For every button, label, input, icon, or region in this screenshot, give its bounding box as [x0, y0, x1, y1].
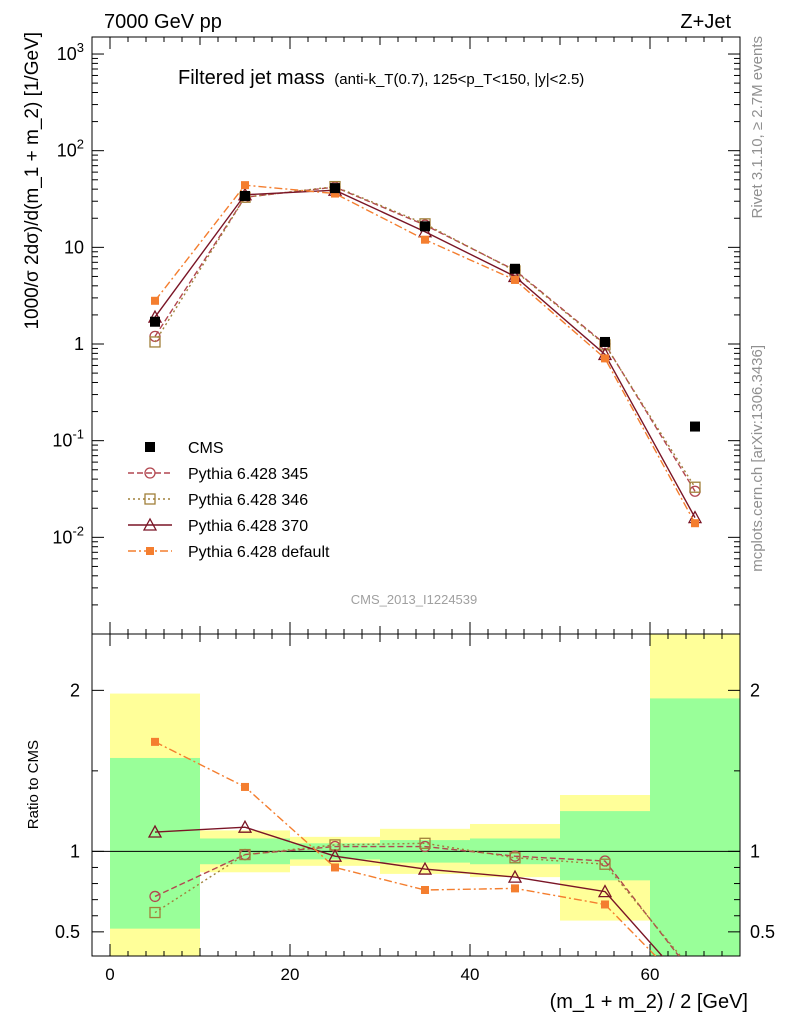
series-point-ratio — [149, 906, 161, 919]
series-point-top — [689, 481, 701, 493]
header-right: Z+Jet — [680, 11, 731, 33]
series-point-top — [149, 336, 161, 348]
series-point-ratio — [151, 737, 159, 746]
chart-title: Filtered jet mass (anti-k_T(0.7), 125<p_… — [178, 67, 584, 89]
y-tick-label-bottom-right: 2 — [750, 680, 760, 700]
series-point-top — [691, 519, 699, 528]
bottom-series-group — [147, 737, 682, 956]
series-point-ratio — [601, 900, 609, 909]
y-tick-label-base: 10 — [52, 431, 72, 451]
ratio-band-inner — [110, 757, 200, 929]
y-tick-label-top: 10-2 — [52, 523, 84, 547]
series-point-ratio — [417, 861, 433, 875]
y-tick-label-bottom-right: 0.5 — [750, 922, 775, 942]
series-point-ratio — [507, 869, 523, 883]
series-point-top — [151, 296, 159, 305]
side-label-mcplots: mcplots.cern.ch [arXiv:1306.3436] — [749, 345, 766, 572]
series-point-ratio — [597, 884, 613, 898]
y-tick-label-bottom-left: 0.5 — [55, 922, 80, 942]
ratio-band-inner — [650, 698, 740, 956]
y-axis-label-bottom: Ratio to CMS — [25, 740, 42, 829]
legend-series-marker — [146, 547, 154, 555]
y-tick-label-top: 10-1 — [52, 427, 84, 451]
series-point-ratio — [239, 848, 251, 861]
x-tick-label: 0 — [105, 965, 114, 984]
ratio-band-inner — [560, 811, 650, 881]
x-tick-label: 20 — [281, 965, 300, 984]
series-line-ratio — [154, 845, 680, 956]
legend-series-label: Pythia 6.428 default — [188, 544, 330, 561]
legend: CMS Pythia 6.428 345 Pythia 6.428 346 Pythi… — [128, 440, 330, 561]
cms-data-point — [240, 190, 250, 201]
legend-cms-label: CMS — [188, 440, 224, 457]
legend-series-marker — [144, 493, 156, 505]
series-point-ratio — [599, 858, 611, 870]
series-point-ratio — [509, 852, 521, 864]
y-tick-label-bottom-right: 1 — [750, 841, 760, 861]
series-point-top — [421, 235, 429, 244]
series-point-top — [601, 354, 609, 363]
y-tick-label-base: 10 — [52, 527, 72, 547]
y-tick-label-bottom-left: 1 — [70, 841, 80, 861]
x-axis-label: (m_1 + m_2) / 2 [GeV] — [550, 991, 748, 1013]
series-point-ratio — [241, 782, 249, 791]
series-point-top — [331, 189, 339, 198]
y-tick-label-base: 10 — [57, 44, 77, 64]
ratio-bands — [92, 634, 740, 956]
legend-series-label: Pythia 6.428 346 — [188, 492, 308, 509]
series-point-ratio — [419, 837, 431, 849]
y-tick-label-top: 103 — [57, 40, 84, 64]
legend-cms-marker — [145, 442, 155, 452]
y-tick-label-base: 10 — [57, 141, 77, 161]
y-tick-label-exponent: -1 — [72, 427, 84, 442]
header-left: 7000 GeV pp — [104, 11, 222, 33]
x-tick-label: 60 — [641, 965, 660, 984]
cms-data-point — [690, 421, 700, 432]
legend-series-label: Pythia 6.428 345 — [188, 466, 308, 483]
y-axis-label-top: 1000/σ 2dσ)/d(m_1 + m_2) [1/GeV] — [22, 32, 43, 330]
legend-series-marker — [142, 517, 158, 531]
series-point-ratio — [147, 824, 163, 838]
series-point-ratio — [511, 884, 519, 893]
cms-data-point — [510, 263, 520, 274]
cms-data-point — [330, 183, 340, 194]
x-tick-label: 40 — [461, 965, 480, 984]
cms-data-point — [420, 221, 430, 232]
y-tick-label-top: 102 — [57, 137, 84, 161]
cms-data-point — [600, 336, 610, 347]
data-series — [147, 180, 703, 956]
analysis-id: CMS_2013_I1224539 — [351, 592, 478, 607]
series-point-ratio — [327, 848, 343, 862]
top-series-group — [147, 180, 703, 528]
series-point-ratio — [331, 863, 339, 872]
y-tick-label-exponent: 3 — [77, 40, 84, 55]
y-tick-label-exponent: -2 — [72, 523, 84, 538]
cms-data-point — [150, 316, 160, 327]
series-point-top — [511, 275, 519, 284]
legend-series-marker — [144, 467, 156, 479]
y-tick-label-top: 10 — [64, 237, 84, 257]
series-line-ratio — [154, 826, 664, 956]
y-tick-label-exponent: 2 — [77, 137, 84, 152]
series-point-top — [241, 181, 249, 190]
series-point-ratio — [421, 885, 429, 894]
chart-title-sub: (anti-k_T(0.7), 125<p_T<150, |y|<2.5) — [334, 71, 584, 88]
series-point-ratio — [237, 819, 253, 833]
series-point-ratio — [149, 890, 161, 903]
legend-series-label: Pythia 6.428 370 — [188, 518, 308, 535]
y-tick-label-top: 1 — [74, 334, 84, 354]
chart-title-main: Filtered jet mass — [178, 67, 325, 89]
side-label-rivet: Rivet 3.1.10, ≥ 2.7M events — [749, 36, 766, 219]
y-tick-label-bottom-left: 2 — [70, 680, 80, 700]
series-line-top — [154, 186, 696, 492]
